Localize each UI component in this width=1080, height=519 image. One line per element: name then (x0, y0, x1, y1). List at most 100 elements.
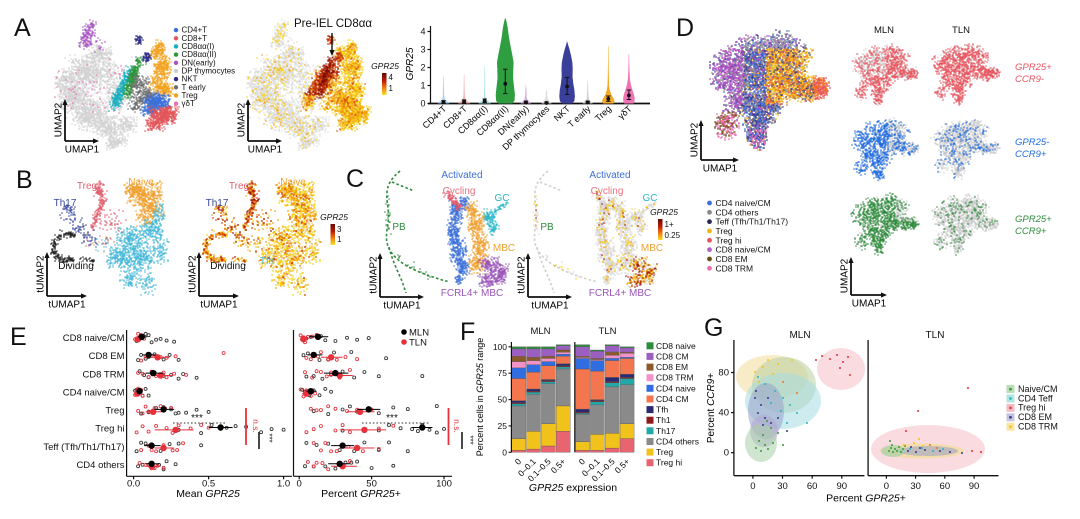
svg-text:γδT: γδT (182, 99, 195, 108)
svg-text:0: 0 (750, 481, 755, 492)
svg-text:Treg hi: Treg hi (1018, 403, 1046, 413)
svg-text:CD4 CM: CD4 CM (656, 394, 689, 404)
svg-text:UMAP1: UMAP1 (852, 299, 887, 310)
svg-text:***: *** (386, 413, 398, 424)
svg-text:Th17: Th17 (54, 198, 77, 209)
svg-text:CD4 others: CD4 others (656, 436, 699, 446)
svg-text:CD8 EM: CD8 EM (716, 254, 748, 264)
svg-text:TLN: TLN (599, 326, 617, 337)
svg-text:Mean GPR25: Mean GPR25 (176, 488, 240, 500)
svg-text:CD4 others: CD4 others (716, 207, 759, 217)
svg-text:Percent GPR25+: Percent GPR25+ (826, 493, 906, 505)
svg-text:GPR25: GPR25 (650, 207, 678, 217)
svg-text:GPR25: GPR25 (371, 61, 399, 71)
svg-text:FCRL4+ MBC: FCRL4+ MBC (441, 288, 504, 299)
svg-text:0: 0 (513, 456, 524, 467)
svg-text:B: B (16, 166, 33, 194)
svg-text:Teff (Tfh/Th1/Th17): Teff (Tfh/Th1/Th17) (43, 442, 124, 453)
svg-text:n.s.: n.s. (452, 419, 462, 433)
svg-text:Th17: Th17 (656, 426, 676, 436)
svg-text:0: 0 (420, 99, 425, 109)
svg-text:CD8 TRM: CD8 TRM (1018, 422, 1058, 432)
svg-text:0.25: 0.25 (665, 231, 681, 240)
svg-text:DN(early): DN(early) (182, 58, 217, 67)
svg-text:4: 4 (420, 27, 425, 37)
svg-text:0: 0 (884, 481, 889, 492)
svg-text:CD8 EM: CD8 EM (1018, 412, 1052, 422)
svg-text:0: 0 (297, 479, 302, 490)
svg-text:40: 40 (718, 408, 729, 419)
svg-text:CD8 naive: CD8 naive (656, 341, 696, 351)
svg-text:D: D (676, 14, 694, 42)
svg-text:Dividing: Dividing (210, 261, 246, 272)
svg-text:UMAP1: UMAP1 (248, 145, 283, 156)
svg-text:30: 30 (777, 481, 788, 492)
svg-text:***: *** (265, 433, 274, 442)
svg-text:Tfh: Tfh (260, 256, 274, 267)
svg-text:UMAP2: UMAP2 (237, 102, 248, 137)
svg-text:n.s.: n.s. (251, 419, 261, 433)
svg-text:F: F (460, 318, 475, 346)
svg-text:Naive: Naive (128, 177, 154, 188)
svg-text:75: 75 (498, 368, 508, 378)
svg-text:NKT: NKT (182, 75, 198, 84)
svg-text:GPR25+: GPR25+ (1015, 214, 1052, 225)
svg-text:60: 60 (940, 481, 951, 492)
svg-text:FCRL4+ MBC: FCRL4+ MBC (589, 288, 652, 299)
svg-text:0.5: 0.5 (202, 479, 215, 490)
svg-text:Percent cells in GPR25 range: Percent cells in GPR25 range (475, 338, 485, 457)
svg-text:Treg: Treg (656, 447, 673, 457)
svg-text:25: 25 (498, 421, 508, 431)
svg-text:CCR9+: CCR9+ (1015, 149, 1047, 160)
svg-text:1: 1 (389, 84, 394, 93)
svg-text:100: 100 (436, 479, 452, 490)
svg-text:0: 0 (577, 456, 588, 467)
svg-text:GPR25-: GPR25- (1015, 137, 1049, 148)
svg-text:Activated: Activated (441, 170, 482, 181)
svg-text:Cycling: Cycling (591, 186, 624, 197)
svg-text:Treg hi: Treg hi (716, 235, 742, 245)
svg-text:tUMAP2: tUMAP2 (188, 255, 199, 293)
svg-text:CD8 TRM: CD8 TRM (656, 373, 694, 383)
svg-text:CCR9+: CCR9+ (1015, 226, 1047, 237)
svg-text:Percent CCR9+: Percent CCR9+ (706, 373, 717, 443)
svg-text:80: 80 (718, 367, 729, 378)
svg-text:C: C (346, 165, 364, 193)
svg-text:tUMAP2: tUMAP2 (517, 256, 528, 294)
svg-text:CD8 CM: CD8 CM (656, 351, 689, 361)
svg-text:T early: T early (182, 83, 206, 92)
svg-text:CD4 naive/CM: CD4 naive/CM (63, 387, 125, 398)
svg-text:GPR25: GPR25 (320, 212, 348, 222)
svg-text:GPR25+: GPR25+ (1015, 62, 1052, 73)
svg-text:Activated: Activated (589, 170, 630, 181)
svg-text:CD4 others: CD4 others (76, 460, 124, 471)
svg-text:CD4 naive/CM: CD4 naive/CM (716, 198, 771, 208)
svg-text:TLN: TLN (409, 338, 427, 349)
svg-text:50: 50 (366, 479, 377, 490)
svg-text:CD8αα(I): CD8αα(I) (182, 42, 215, 51)
svg-text:Th17: Th17 (206, 198, 229, 209)
svg-text:CD8+T: CD8+T (182, 34, 208, 43)
svg-text:90: 90 (969, 481, 980, 492)
svg-text:Pre-IEL CD8αα: Pre-IEL CD8αα (294, 18, 372, 30)
svg-text:Treg: Treg (77, 181, 97, 192)
svg-text:CD8 naive/CM: CD8 naive/CM (63, 333, 125, 344)
svg-text:0.0: 0.0 (127, 479, 140, 490)
svg-text:tUMAP2: tUMAP2 (369, 256, 380, 294)
svg-text:CD4+T: CD4+T (182, 26, 208, 35)
svg-text:MLN: MLN (530, 326, 550, 337)
svg-text:tUMAP1: tUMAP1 (383, 301, 421, 312)
svg-text:0: 0 (724, 448, 729, 459)
svg-text:Treg hi: Treg hi (95, 424, 124, 435)
svg-text:MLN: MLN (789, 330, 810, 341)
svg-text:Cycling: Cycling (443, 186, 476, 197)
svg-text:DP thymocytes: DP thymocytes (182, 67, 236, 76)
svg-text:Naive/CM: Naive/CM (1018, 384, 1058, 394)
svg-text:0: 0 (502, 447, 507, 457)
svg-text:PB: PB (540, 222, 554, 233)
svg-text:Dividing: Dividing (58, 261, 94, 272)
svg-text:CD8 EM: CD8 EM (656, 362, 688, 372)
svg-text:Treg: Treg (229, 181, 249, 192)
svg-text:Teff (Tfh/Th1/Th17): Teff (Tfh/Th1/Th17) (716, 217, 789, 227)
svg-text:tUMAP2: tUMAP2 (36, 255, 47, 293)
